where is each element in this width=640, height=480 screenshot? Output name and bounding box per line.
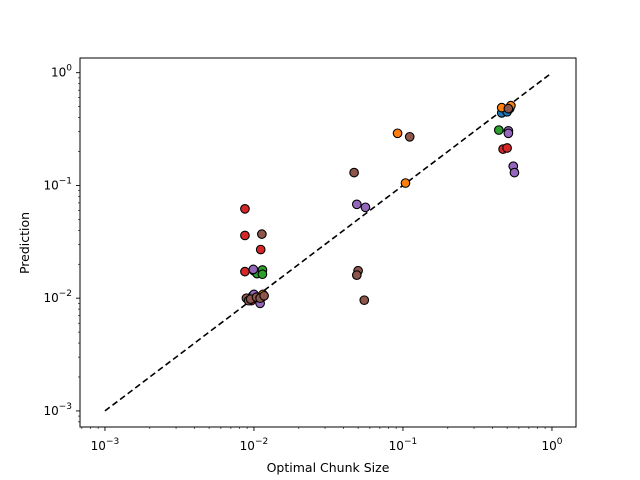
data-point [502, 143, 512, 153]
data-point [257, 229, 267, 239]
x-tick-label: 100 [541, 437, 562, 453]
data-point [248, 264, 259, 275]
y-tick-label: 100 [51, 64, 72, 80]
data-point [349, 167, 359, 178]
data-point [392, 128, 403, 139]
x-tick-label: 10−1 [389, 437, 418, 453]
data-point [257, 269, 268, 280]
data-point [351, 199, 362, 210]
x-tick-label: 10−3 [91, 437, 120, 453]
data-point [493, 125, 504, 135]
x-axis-label: Optimal Chunk Size [267, 460, 390, 475]
plot-frame [79, 57, 577, 428]
data-point [400, 178, 411, 188]
data-point [503, 103, 514, 114]
data-point [359, 295, 370, 306]
reference-line [104, 72, 553, 412]
y-tick-label: 10−1 [43, 176, 72, 192]
data-point [509, 167, 520, 178]
y-tick-label: 10−3 [43, 402, 72, 418]
x-tick-label: 10−2 [240, 437, 269, 453]
y-axis-label: Prediction [17, 212, 32, 274]
plot-area: 10−3 10−2 10−1 100 10−3 10−2 10−1 100 [43, 57, 577, 453]
y-tick-label: 10−2 [43, 289, 72, 305]
data-point [255, 244, 266, 255]
data-point [404, 131, 415, 142]
data-point [259, 290, 269, 301]
data-point [503, 128, 514, 139]
data-point [240, 230, 250, 241]
data-point [360, 202, 371, 213]
data-point [351, 270, 362, 281]
data-point [240, 203, 250, 214]
data-point [240, 266, 250, 277]
